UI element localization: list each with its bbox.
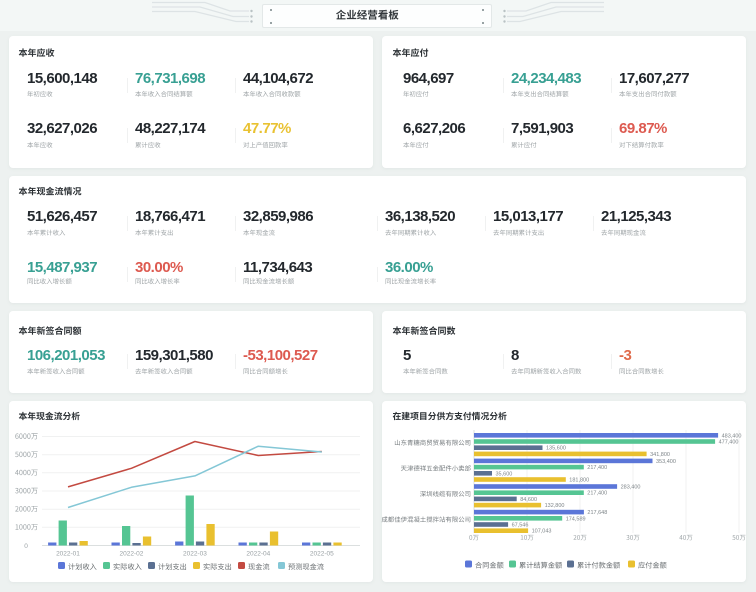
svg-text:67,546: 67,546 [512,523,529,529]
svg-text:483,400: 483,400 [722,433,742,439]
svg-text:0: 0 [24,543,28,550]
svg-text:217,648: 217,648 [587,510,607,516]
svg-text:174,589: 174,589 [566,516,586,522]
svg-text:84,600: 84,600 [520,497,537,503]
svg-text:2022-04: 2022-04 [246,551,270,558]
svg-text:107,043: 107,043 [532,529,552,535]
svg-text:217,400: 217,400 [587,491,607,497]
svg-text:283,400: 283,400 [621,485,641,491]
svg-text:2022-05: 2022-05 [310,551,334,558]
svg-text:2022-03: 2022-03 [183,551,207,558]
svg-text:2022-02: 2022-02 [119,551,143,558]
svg-text:477,400: 477,400 [719,440,739,446]
svg-text:2022-01: 2022-01 [56,551,80,558]
svg-text:341,800: 341,800 [650,452,670,458]
svg-text:132,800: 132,800 [545,503,565,509]
svg-text:217,400: 217,400 [587,465,607,471]
svg-text:181,800: 181,800 [569,478,589,484]
svg-text:135,600: 135,600 [546,446,566,452]
svg-text:35,600: 35,600 [496,471,513,477]
svg-text:353,400: 353,400 [656,459,676,465]
